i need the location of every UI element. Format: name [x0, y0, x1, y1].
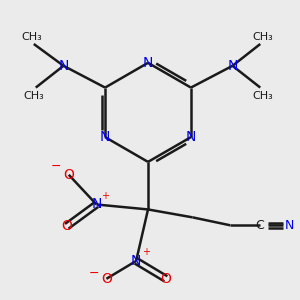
Text: N: N: [186, 130, 196, 144]
Text: CH₃: CH₃: [23, 91, 44, 100]
Text: +: +: [142, 247, 150, 257]
Text: −: −: [88, 267, 99, 280]
Text: CH₃: CH₃: [21, 32, 42, 42]
Text: N: N: [58, 59, 69, 73]
Text: C: C: [256, 219, 264, 232]
Text: CH₃: CH₃: [252, 91, 273, 100]
Text: O: O: [61, 219, 72, 233]
Text: O: O: [101, 272, 112, 286]
Text: O: O: [160, 272, 171, 286]
Text: N: N: [91, 197, 102, 212]
Text: O: O: [63, 168, 74, 182]
Text: N: N: [285, 219, 294, 232]
Text: N: N: [143, 56, 153, 70]
Text: N: N: [227, 59, 238, 73]
Text: N: N: [131, 254, 141, 268]
Text: N: N: [100, 130, 110, 144]
Text: CH₃: CH₃: [252, 32, 273, 42]
Text: −: −: [51, 160, 61, 173]
Text: +: +: [101, 190, 110, 201]
